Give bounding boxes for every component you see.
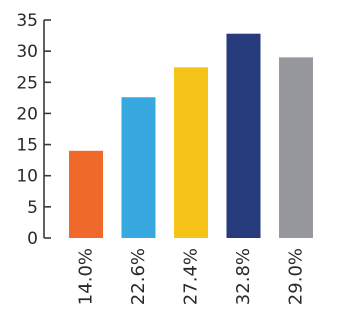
y-tick-label: 20 <box>16 104 38 124</box>
y-tick-label: 15 <box>16 136 38 156</box>
y-tick-label: 35 <box>16 11 38 31</box>
y-tick-label: 5 <box>27 198 38 218</box>
bar <box>279 57 313 238</box>
y-tick-label: 25 <box>16 73 38 93</box>
bar <box>226 33 261 239</box>
x-category-label: 14.0% <box>76 248 97 305</box>
bars <box>69 33 313 239</box>
y-tick-label: 10 <box>16 167 38 187</box>
x-category-label: 22.6% <box>128 248 149 305</box>
bar <box>174 67 208 238</box>
x-category-label: 29.0% <box>286 248 307 305</box>
bar <box>69 150 103 238</box>
y-tick-label: 30 <box>16 42 38 62</box>
x-category-label: 27.4% <box>181 248 202 305</box>
x-axis-labels: 14.0% 22.6% 27.4% 32.8% 29.0% <box>76 248 307 305</box>
x-category-label: 32.8% <box>233 248 254 305</box>
bar <box>121 97 156 238</box>
y-tick-label: 0 <box>27 229 38 249</box>
y-axis: 0 5 10 15 20 25 30 35 <box>16 11 51 249</box>
